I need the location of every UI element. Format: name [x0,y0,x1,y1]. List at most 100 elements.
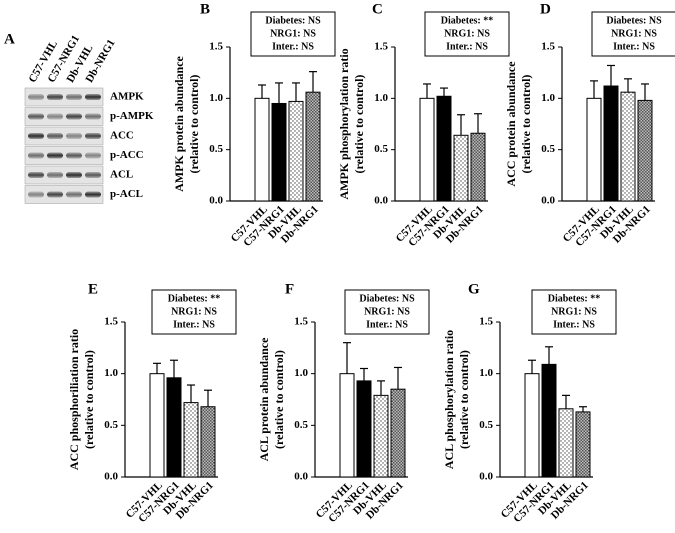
y-tick-label: 1.0 [104,367,118,379]
annotation: Diabetes: ** [548,293,601,304]
y-tick-label: 0.0 [294,471,308,483]
blot-column-label: Db-NRG1 [83,37,117,84]
blot-strip [24,185,104,204]
annotation: Diabetes: NS [359,293,415,304]
blot-band [66,172,82,178]
bar [453,134,469,202]
blot-strip [24,107,104,126]
blot-row-label: ACL [110,169,133,181]
bar [524,373,540,478]
blot-row-label: p-AMPK [110,110,154,122]
y-tick-label: 1.0 [479,367,493,379]
annotation-box [531,289,617,335]
blot-band [85,133,101,139]
y-tick-label: 0.0 [104,471,118,483]
y-tick-label: 0.5 [104,419,118,431]
blot-band [66,191,82,198]
annotation: NRG1: NS [611,28,657,39]
blot-strip [24,126,104,146]
blot-band [47,191,63,198]
annotation: NRG1: NS [270,28,316,39]
bar [288,100,304,202]
annotation-box [424,11,510,57]
blot-band [85,152,101,159]
y-tick-label: 0.5 [294,419,308,431]
y-axis-label: (relative to control) [82,350,96,449]
blot-band [47,113,63,120]
blot-band [47,94,63,100]
y-tick-label: 1.5 [541,41,555,53]
annotation: Inter.: NS [446,41,488,52]
y-tick-label: 1.5 [209,41,223,53]
blot-band [28,152,44,159]
annotation-box [250,11,336,57]
blot-band [47,152,63,159]
blot-band [66,113,82,120]
y-axis-label: (relative to control) [519,75,533,174]
bar [586,97,602,202]
y-tick-label: 0.0 [541,195,555,207]
bar [575,411,591,478]
blot-strip [24,87,104,107]
blot-row-label: p-ACC [110,149,144,161]
bar [200,406,216,478]
blot-strip [24,165,104,185]
blot-row-label: ACC [110,130,134,142]
blot-band [66,94,82,100]
y-tick-label: 0.5 [479,419,493,431]
blot-band [66,152,82,159]
panel-label: E [88,281,98,297]
y-axis-label: ACL phosphorylation ratio [442,330,456,469]
blot-band [85,94,101,100]
y-tick-label: 1.0 [294,367,308,379]
annotation-box [591,11,675,57]
y-tick-label: 1.5 [479,316,493,328]
blot-band [47,172,63,178]
annotation: Diabetes: NS [265,15,321,26]
blot-band [28,172,44,178]
y-tick-label: 0.5 [374,143,388,155]
annotation: Inter.: NS [553,319,595,330]
panel-label: C [372,1,383,17]
annotation: Inter.: NS [613,41,655,52]
y-tick-label: 1.0 [541,92,555,104]
y-tick-label: 0.0 [209,195,223,207]
annotation: NRG1: NS [364,306,410,317]
y-axis-label: (relative to control) [272,350,286,449]
blot-band [47,133,63,139]
panel-label: B [200,1,210,17]
annotation: NRG1: NS [551,306,597,317]
annotation: Inter.: NS [366,319,408,330]
bar [620,91,636,202]
annotation: NRG1: NS [444,28,490,39]
blot-row-label: AMPK [110,91,144,103]
bar [603,85,619,202]
y-axis-label: (relative to control) [457,350,471,449]
y-axis-label: (relative to control) [187,75,201,174]
bar [356,380,372,478]
bar [166,377,182,478]
blot-band [28,191,44,198]
annotation-box [151,289,237,335]
bar [271,102,287,202]
y-tick-label: 1.0 [209,92,223,104]
blot-band [28,133,44,139]
blot-band [85,113,101,120]
panel-label: F [285,281,294,297]
blot-band [85,172,101,178]
bar [470,132,486,202]
bar [305,91,321,202]
y-axis-label: ACC phosphoriliation ratio [67,329,81,470]
blot-band [28,113,44,120]
y-tick-label: 1.5 [104,316,118,328]
annotation-box [344,289,430,335]
y-tick-label: 0.0 [374,195,388,207]
bar [436,95,452,202]
blot-row-label: p-ACL [110,188,143,200]
bar [541,363,557,478]
blot-band [85,191,101,198]
y-tick-label: 1.5 [374,41,388,53]
blot-band [28,94,44,100]
annotation: Diabetes: ** [168,293,221,304]
